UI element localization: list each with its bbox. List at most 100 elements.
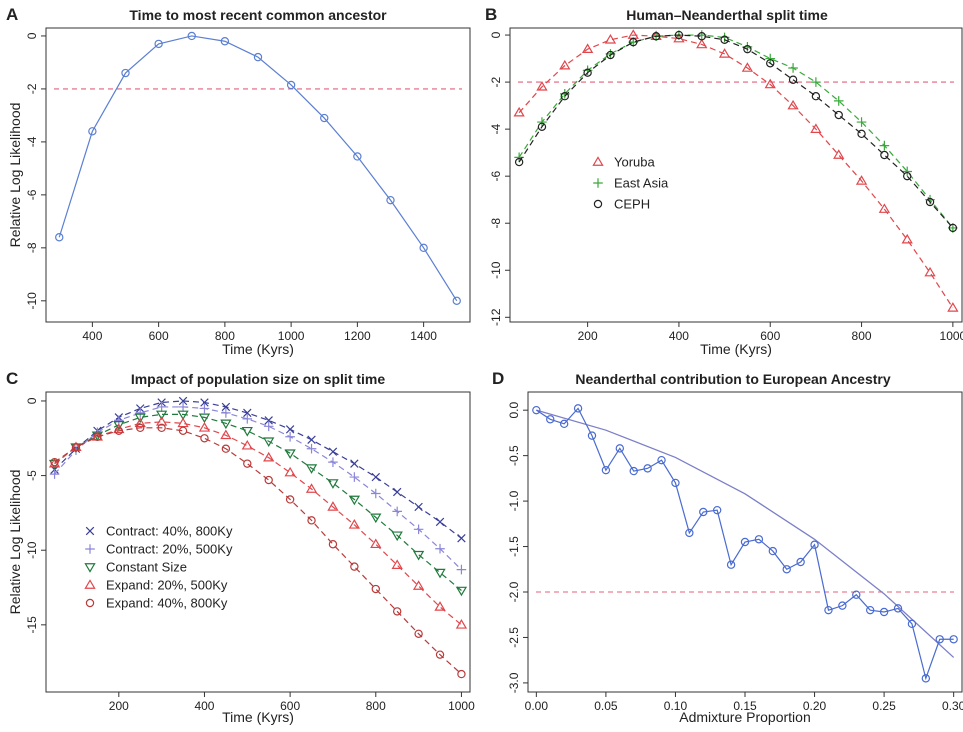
x-tick-label: 600 (280, 699, 300, 713)
data-point (924, 266, 936, 277)
plot-frame (45, 391, 471, 693)
data-point (696, 38, 708, 49)
data-point (221, 402, 231, 412)
data-point (156, 402, 167, 412)
legend-label: Constant Size (106, 560, 187, 575)
data-point (371, 472, 381, 482)
y-tick-label: -2.5 (507, 627, 521, 648)
data-point (643, 464, 652, 473)
panel-letter: B (485, 5, 497, 24)
x-axis-label: Admixture Proportion (679, 709, 811, 725)
data-point (412, 550, 425, 561)
plot-frame (45, 27, 471, 323)
data-point (200, 434, 209, 443)
x-tick-label: 0.25 (872, 699, 896, 713)
data-point (435, 517, 445, 527)
data-point (601, 465, 611, 475)
x-tick-label: 400 (82, 329, 102, 343)
data-point (810, 123, 822, 133)
data-point (685, 528, 694, 538)
y-tick-label: -3.0 (507, 672, 521, 693)
data-point (878, 203, 891, 213)
y-axis-label: Relative Log Likelihood (7, 103, 23, 248)
data-point (370, 513, 382, 524)
x-tick-label: 0.30 (942, 699, 963, 713)
panel-title: Neanderthal contribution to European Anc… (575, 371, 891, 387)
data-point (435, 650, 445, 659)
data-point (865, 605, 875, 615)
legend-marker (85, 544, 95, 554)
x-tick-label: 200 (109, 699, 129, 713)
legend-marker (593, 199, 603, 209)
data-point (455, 619, 468, 629)
x-tick-label: 400 (194, 699, 214, 713)
data-point (651, 32, 661, 41)
data-point (457, 534, 466, 543)
y-tick-label: 0 (489, 31, 503, 38)
data-point (604, 33, 617, 44)
y-tick-label: -2 (489, 76, 503, 87)
data-point (370, 488, 381, 499)
legend: Yoruba East Asia CEPH (592, 155, 669, 212)
data-point (348, 519, 361, 529)
data-point (788, 75, 798, 84)
data-point (513, 106, 525, 117)
x-tick-label: 0.10 (664, 699, 688, 713)
data-point (833, 96, 844, 106)
data-point (413, 524, 424, 535)
y-tick-label: -8 (489, 218, 503, 229)
data-point (113, 421, 125, 431)
data-point (811, 77, 821, 87)
data-point (392, 506, 402, 517)
data-point (627, 29, 639, 39)
x-tick-label: 0.00 (525, 699, 549, 713)
data-point (155, 410, 168, 421)
data-point (743, 44, 752, 54)
y-tick-label: -4 (489, 123, 503, 134)
data-point (71, 443, 81, 452)
x-tick-label: 1000 (278, 329, 305, 343)
data-point (726, 560, 736, 569)
data-point (327, 479, 339, 489)
data-point (306, 443, 317, 454)
data-point (177, 410, 189, 421)
series-expand-40-800ky (50, 423, 466, 679)
data-point (741, 62, 754, 72)
legend-label: East Asia (614, 176, 669, 191)
panel-d: D Neanderthal contribution to European An… (492, 369, 963, 725)
data-point (949, 635, 958, 644)
series-ceph (514, 30, 958, 233)
data-point (263, 437, 275, 448)
data-point (768, 546, 778, 556)
data-point (824, 605, 833, 615)
data-point (48, 457, 61, 468)
data-point (88, 127, 97, 136)
series-line (532, 404, 958, 683)
y-tick-label: -6 (25, 189, 39, 200)
data-point (629, 466, 638, 476)
y-tick-label: -10 (25, 292, 39, 310)
data-point (787, 99, 799, 110)
data-point (350, 459, 359, 468)
panel-title: Human–Neanderthal split time (626, 7, 828, 23)
data-point (135, 408, 146, 418)
x-tick-label: 800 (366, 699, 386, 713)
legend-marker (84, 563, 96, 573)
data-point (455, 586, 468, 597)
data-point (435, 543, 445, 554)
data-point (350, 562, 359, 571)
x-tick-label: 1400 (410, 329, 437, 343)
legend-marker (84, 579, 96, 589)
y-tick-label: -2 (25, 83, 39, 94)
data-point (674, 30, 684, 40)
data-point (788, 63, 798, 73)
data-point (765, 53, 776, 64)
legend-label: Contract: 40%, 800Ky (106, 524, 233, 539)
data-point (414, 629, 423, 638)
data-point (134, 413, 146, 424)
fit-line (536, 409, 955, 658)
y-tick-label: -5 (25, 470, 39, 481)
data-point (49, 469, 60, 479)
data-point (907, 619, 917, 629)
x-tick-label: 600 (760, 329, 780, 343)
